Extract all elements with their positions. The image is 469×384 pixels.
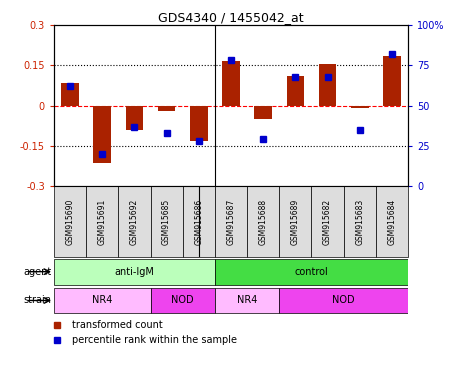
Text: NOD: NOD (333, 295, 355, 306)
Text: control: control (295, 266, 328, 277)
Bar (222, 61, 240, 106)
Title: GDS4340 / 1455042_at: GDS4340 / 1455042_at (158, 11, 304, 24)
Bar (383, 56, 401, 106)
Text: NOD: NOD (171, 295, 194, 306)
Text: percentile rank within the sample: percentile rank within the sample (72, 335, 237, 345)
Bar (344, 186, 376, 257)
Bar (54, 288, 151, 313)
Text: anti-IgM: anti-IgM (114, 266, 154, 277)
Bar (279, 186, 311, 257)
Text: GSM915690: GSM915690 (66, 199, 75, 245)
Bar (151, 186, 183, 257)
Bar (311, 186, 344, 257)
Bar (86, 186, 118, 257)
Bar (93, 106, 111, 163)
Text: transformed count: transformed count (72, 320, 162, 331)
Bar (254, 106, 272, 119)
Bar (247, 186, 279, 257)
Bar (118, 186, 151, 257)
Bar (158, 106, 175, 111)
Bar (190, 106, 208, 141)
Bar (287, 76, 304, 106)
Bar (279, 288, 408, 313)
Text: strain: strain (23, 295, 52, 306)
Text: NR4: NR4 (237, 295, 257, 306)
Text: GSM915684: GSM915684 (387, 199, 396, 245)
Text: GSM915688: GSM915688 (259, 199, 268, 245)
Bar (319, 64, 336, 106)
Text: agent: agent (23, 266, 52, 277)
Bar (151, 288, 215, 313)
Bar (215, 288, 279, 313)
Bar (61, 83, 79, 106)
Text: GSM915685: GSM915685 (162, 199, 171, 245)
Bar (126, 106, 143, 130)
Text: GSM915692: GSM915692 (130, 199, 139, 245)
Bar (215, 259, 408, 285)
Text: GSM915691: GSM915691 (98, 199, 107, 245)
Text: GSM915687: GSM915687 (227, 199, 235, 245)
Bar (183, 186, 215, 257)
Text: GSM915686: GSM915686 (194, 199, 203, 245)
Bar (215, 186, 247, 257)
Text: GSM915689: GSM915689 (291, 199, 300, 245)
Bar (351, 106, 369, 108)
Bar (54, 186, 86, 257)
Bar (376, 186, 408, 257)
Bar (54, 259, 215, 285)
Text: NR4: NR4 (92, 295, 113, 306)
Text: GSM915682: GSM915682 (323, 199, 332, 245)
Text: GSM915683: GSM915683 (355, 199, 364, 245)
